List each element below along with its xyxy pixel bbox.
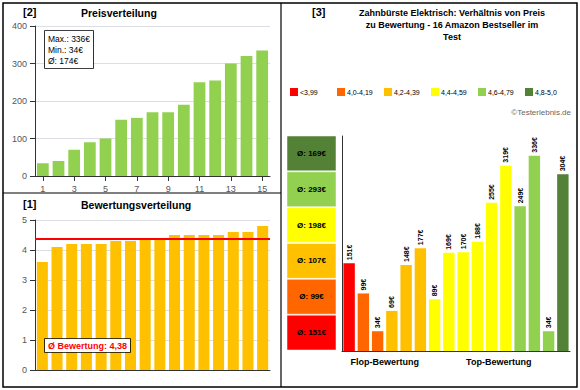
svg-text:4,2-4,39: 4,2-4,39 <box>394 89 420 96</box>
svg-text:Max.: 336€: Max.: 336€ <box>48 34 90 44</box>
svg-text:34€: 34€ <box>374 316 381 328</box>
svg-text:Ø Bewertung: 4,38: Ø Bewertung: 4,38 <box>48 341 127 351</box>
svg-text:319€: 319€ <box>502 147 509 163</box>
svg-text:170€: 170€ <box>460 234 467 250</box>
svg-text:[1]: [1] <box>23 198 37 210</box>
svg-text:zu Bewertung - 16 Amazon Bests: zu Bewertung - 16 Amazon Bestseller im <box>366 20 539 30</box>
svg-text:3: 3 <box>22 275 27 285</box>
svg-text:0: 0 <box>22 365 27 375</box>
svg-text:Bewertungsverteilung: Bewertungsverteilung <box>81 199 191 211</box>
svg-text:Zahnbürste Elektrisch: Verhält: Zahnbürste Elektrisch: Verhältnis von Pr… <box>359 8 545 18</box>
svg-text:3: 3 <box>72 184 77 194</box>
svg-text:7: 7 <box>134 184 139 194</box>
svg-text:69€: 69€ <box>388 296 395 308</box>
svg-text:13: 13 <box>226 184 236 194</box>
svg-text:1: 1 <box>22 335 27 345</box>
svg-text:Top-Bewertung: Top-Bewertung <box>466 357 531 367</box>
svg-text:Ø: 169€: Ø: 169€ <box>297 149 326 158</box>
svg-text:169€: 169€ <box>445 234 452 250</box>
svg-text:89€: 89€ <box>431 284 438 296</box>
svg-text:4,4-4,59: 4,4-4,59 <box>441 89 467 96</box>
svg-text:[2]: [2] <box>23 6 37 18</box>
svg-text:©Testerlebnis.de: ©Testerlebnis.de <box>511 108 571 117</box>
svg-text:5: 5 <box>103 184 108 194</box>
svg-text:100: 100 <box>12 134 27 144</box>
svg-text:Preisverteilung: Preisverteilung <box>81 7 157 19</box>
svg-text:Ø: 99€: Ø: 99€ <box>299 292 324 301</box>
svg-text:5: 5 <box>22 215 27 225</box>
svg-text:Ø: 293€: Ø: 293€ <box>297 185 326 194</box>
svg-text:336€: 336€ <box>531 137 538 153</box>
svg-text:300: 300 <box>12 59 27 69</box>
svg-text:249€: 249€ <box>517 188 524 204</box>
svg-text:Test: Test <box>443 32 461 42</box>
svg-text:151€: 151€ <box>346 245 353 261</box>
svg-text:255€: 255€ <box>488 184 495 200</box>
svg-text:34€: 34€ <box>545 316 552 328</box>
svg-text:0: 0 <box>22 171 27 181</box>
svg-text:<3,99: <3,99 <box>300 89 318 96</box>
svg-text:200: 200 <box>12 96 27 106</box>
svg-text:Flop-Bewertung: Flop-Bewertung <box>351 357 420 367</box>
svg-text:4,8-5,0: 4,8-5,0 <box>535 89 557 96</box>
svg-text:Ø: 198€: Ø: 198€ <box>297 221 326 230</box>
svg-text:9: 9 <box>166 184 171 194</box>
svg-text:[3]: [3] <box>312 6 326 18</box>
svg-text:11: 11 <box>195 184 204 194</box>
svg-text:177€: 177€ <box>417 229 424 245</box>
svg-text:400: 400 <box>12 21 27 31</box>
svg-text:Min.: 34€: Min.: 34€ <box>48 45 83 55</box>
svg-text:99€: 99€ <box>360 279 367 291</box>
svg-text:4,0-4,19: 4,0-4,19 <box>347 89 373 96</box>
svg-text:Ø: 174€: Ø: 174€ <box>48 56 79 66</box>
svg-text:Ø: 151€: Ø: 151€ <box>297 328 326 337</box>
svg-text:15: 15 <box>257 184 267 194</box>
svg-text:4,6-4,79: 4,6-4,79 <box>488 89 514 96</box>
svg-text:304€: 304€ <box>559 156 566 172</box>
svg-text:Ø: 107€: Ø: 107€ <box>297 256 326 265</box>
svg-text:1: 1 <box>40 184 45 194</box>
svg-text:4: 4 <box>22 245 27 255</box>
svg-text:188€: 188€ <box>474 223 481 239</box>
svg-text:148€: 148€ <box>403 246 410 262</box>
svg-text:2: 2 <box>22 305 27 315</box>
